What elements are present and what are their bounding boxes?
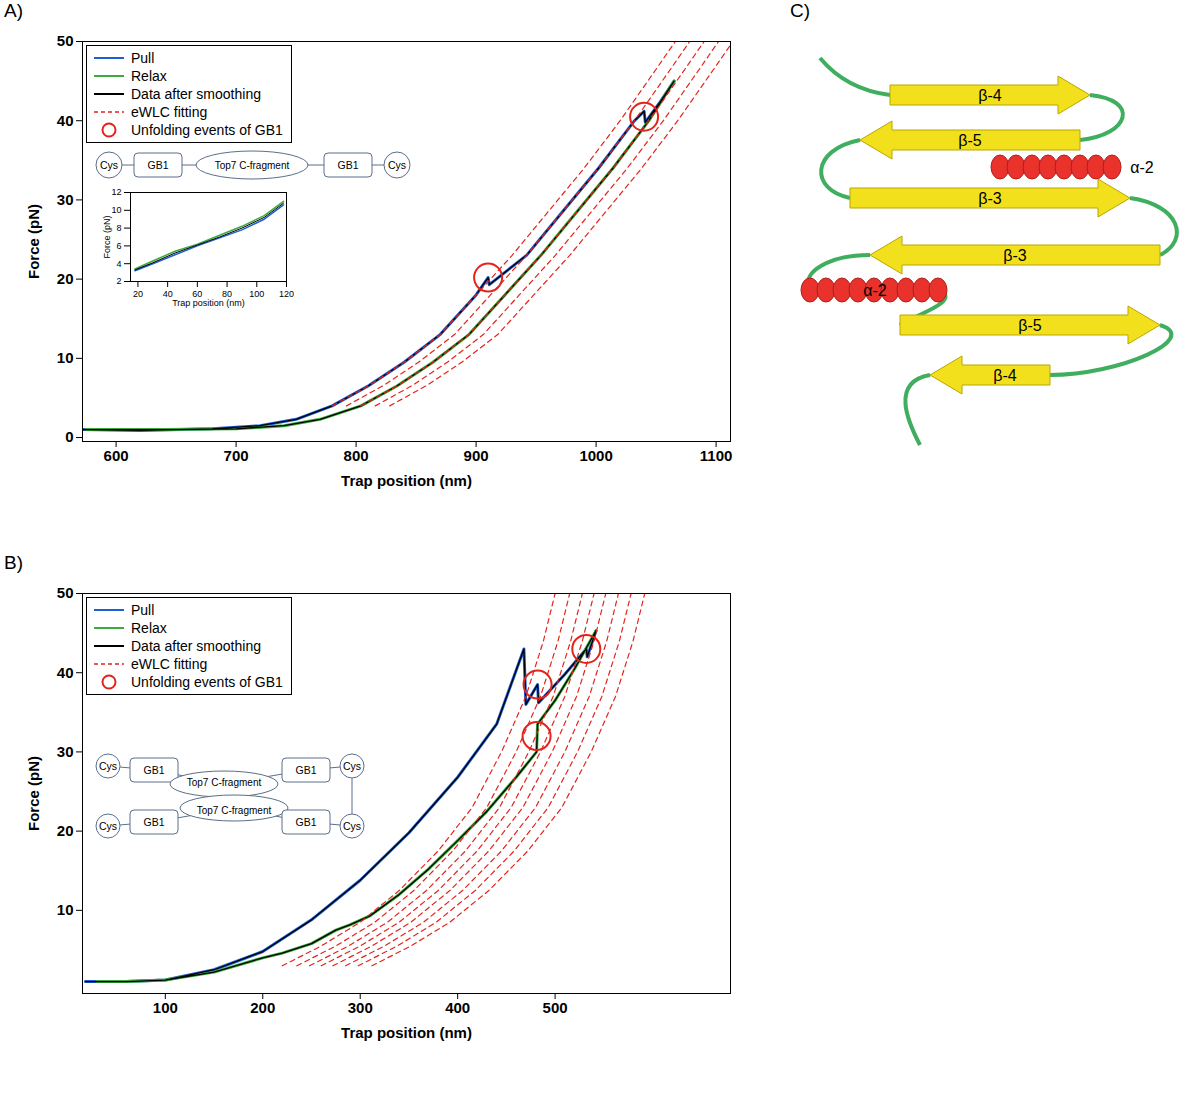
svg-text:GB1: GB1: [295, 816, 316, 828]
svg-text:10: 10: [57, 349, 74, 366]
svg-text:40: 40: [57, 664, 74, 681]
svg-text:20: 20: [133, 289, 143, 299]
svg-text:2: 2: [116, 276, 121, 286]
svg-text:GB1: GB1: [295, 764, 316, 776]
svg-text:Top7 C-fragment: Top7 C-fragment: [197, 805, 272, 816]
svg-text:300: 300: [348, 999, 373, 1016]
html-text:B): B): [4, 552, 23, 573]
svg-text:600: 600: [104, 447, 129, 464]
svg-text:8: 8: [116, 223, 121, 233]
svg-text:GB1: GB1: [143, 764, 164, 776]
html-text:Relax: Relax: [131, 68, 167, 84]
svg-text:40: 40: [57, 112, 74, 129]
html-text:C): C): [790, 0, 811, 21]
svg-text:Cys: Cys: [343, 760, 361, 772]
svg-text:Trap position (nm): Trap position (nm): [341, 1024, 472, 1041]
svg-text:Force (pN): Force (pN): [102, 215, 112, 258]
html-text:Data after smoothing: Data after smoothing: [131, 86, 261, 102]
svg-text:50: 50: [57, 32, 74, 49]
svg-text:100: 100: [249, 289, 264, 299]
svg-text:GB1: GB1: [147, 159, 168, 171]
svg-text:β-5: β-5: [1018, 317, 1042, 334]
svg-text:900: 900: [464, 447, 489, 464]
svg-text:1100: 1100: [700, 447, 733, 464]
svg-text:GB1: GB1: [337, 159, 358, 171]
html-text:Data after smoothing: Data after smoothing: [131, 638, 261, 654]
svg-text:40: 40: [163, 289, 173, 299]
svg-text:30: 30: [57, 191, 74, 208]
svg-text:Cys: Cys: [99, 760, 117, 772]
svg-text:400: 400: [445, 999, 470, 1016]
svg-text:β-5: β-5: [958, 132, 982, 149]
svg-text:200: 200: [250, 999, 275, 1016]
svg-text:Force (pN): Force (pN): [25, 204, 42, 279]
svg-text:0: 0: [65, 428, 73, 445]
svg-text:20: 20: [57, 822, 74, 839]
svg-text:β-3: β-3: [1003, 247, 1027, 264]
svg-text:Trap position (nm): Trap position (nm): [341, 472, 472, 489]
svg-text:12: 12: [111, 187, 121, 197]
svg-text:β-4: β-4: [978, 87, 1002, 104]
svg-text:4: 4: [116, 259, 121, 269]
svg-text:1000: 1000: [579, 447, 612, 464]
svg-text:Cys: Cys: [388, 159, 406, 171]
svg-text:Cys: Cys: [100, 159, 118, 171]
svg-text:Top7 C-fragment: Top7 C-fragment: [215, 160, 290, 171]
html-text:Pull: Pull: [131, 602, 155, 618]
svg-text:Force (pN): Force (pN): [25, 756, 42, 831]
svg-text:120: 120: [279, 289, 294, 299]
svg-text:20: 20: [57, 270, 74, 287]
svg-text:60: 60: [192, 288, 203, 299]
svg-text:30: 30: [57, 743, 74, 760]
svg-text:β-3: β-3: [978, 190, 1002, 207]
html-text:A): A): [4, 0, 23, 21]
svg-text:800: 800: [344, 447, 369, 464]
html-text:Unfolding events of GB1: Unfolding events of GB1: [131, 122, 283, 138]
svg-text:α-2: α-2: [1130, 159, 1154, 176]
svg-text:700: 700: [224, 447, 249, 464]
svg-text:10: 10: [111, 205, 121, 215]
html-text:Relax: Relax: [131, 620, 167, 636]
svg-text:Cys: Cys: [343, 820, 361, 832]
svg-text:100: 100: [153, 999, 178, 1016]
svg-text:10: 10: [57, 901, 74, 918]
svg-text:Trap position (nm): Trap position (nm): [172, 298, 245, 308]
svg-text:GB1: GB1: [143, 816, 164, 828]
svg-text:Top7 C-fragment: Top7 C-fragment: [187, 777, 262, 788]
svg-text:β-4: β-4: [993, 367, 1017, 384]
svg-text:Cys: Cys: [99, 820, 117, 832]
html-text:Pull: Pull: [131, 50, 155, 66]
html-text:Unfolding events of GB1: Unfolding events of GB1: [131, 674, 283, 690]
html-text:eWLC fitting: eWLC fitting: [131, 104, 208, 120]
svg-text:500: 500: [543, 999, 568, 1016]
html-text:eWLC fitting: eWLC fitting: [131, 656, 208, 672]
svg-text:6: 6: [116, 241, 121, 251]
svg-text:α-2: α-2: [863, 282, 887, 299]
svg-text:80: 80: [222, 288, 233, 299]
svg-text:50: 50: [57, 584, 74, 601]
